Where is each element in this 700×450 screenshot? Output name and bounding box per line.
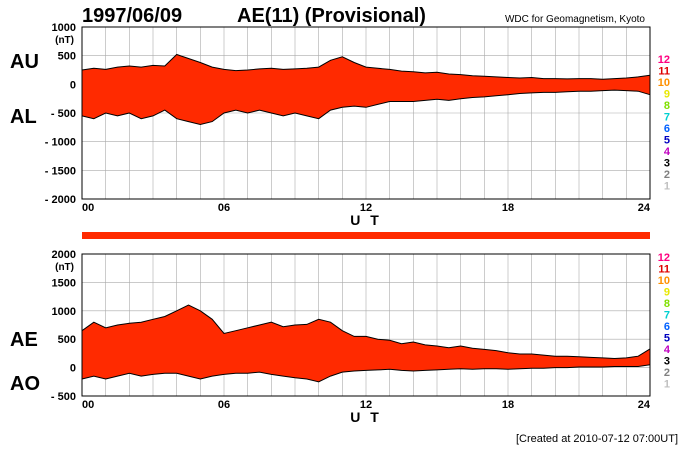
- x-tick-label: 00: [82, 399, 94, 411]
- created-timestamp: [Created at 2010-07-12 07:00UT]: [516, 433, 678, 445]
- y-unit-label: (nT): [55, 35, 74, 46]
- legend-station-count: 3: [664, 356, 670, 368]
- x-tick-label: 00: [82, 202, 94, 214]
- separator-bar: [82, 232, 650, 239]
- legend-station-count: 4: [664, 344, 671, 356]
- plot-frame: [81, 253, 651, 397]
- legend-station-count: 3: [664, 158, 670, 170]
- x-tick-label: 24: [638, 202, 651, 214]
- y-tick-label: 0: [70, 363, 76, 375]
- y-tick-label: 1500: [52, 277, 76, 289]
- series-label-ae: AE: [10, 329, 38, 351]
- legend-station-count: 11: [658, 264, 670, 276]
- legend-station-count: 6: [664, 321, 670, 333]
- x-tick-label: 06: [218, 399, 230, 411]
- y-tick-label: - 1000: [45, 137, 76, 149]
- series-label-ao: AO: [10, 373, 40, 395]
- legend-station-count: 1: [664, 379, 670, 391]
- legend-station-count: 1: [664, 181, 670, 193]
- y-tick-label: - 2000: [45, 194, 76, 206]
- source-credit: WDC for Geomagnetism, Kyoto: [505, 14, 645, 25]
- legend-station-count: 7: [664, 310, 670, 322]
- x-tick-label: 24: [638, 399, 651, 411]
- x-tick-label: 18: [502, 202, 514, 214]
- legend-station-count: 2: [664, 169, 670, 181]
- y-tick-label: 0: [70, 79, 76, 91]
- legend-station-count: 8: [664, 298, 670, 310]
- y-tick-label: - 1500: [45, 165, 76, 177]
- legend-station-count: 7: [664, 112, 670, 124]
- x-axis-label: U T: [350, 409, 382, 425]
- y-tick-label: 1000: [52, 22, 76, 34]
- series-line-upper: [81, 53, 651, 80]
- y-unit-label: (nT): [55, 262, 74, 273]
- legend-station-count: 9: [664, 287, 670, 299]
- series-line-lower: [81, 89, 651, 126]
- legend-station-count: 8: [664, 100, 670, 112]
- series-label-au: AU: [10, 51, 39, 73]
- legend-station-count: 6: [664, 123, 670, 135]
- y-tick-label: 500: [58, 51, 76, 63]
- plot-frame: [81, 26, 651, 200]
- legend-station-count: 9: [664, 89, 670, 101]
- x-tick-label: 18: [502, 399, 514, 411]
- legend-station-count: 5: [664, 333, 670, 345]
- y-tick-label: 2000: [52, 249, 76, 261]
- chart-title: AE(11) (Provisional): [237, 5, 426, 27]
- series-label-al: AL: [10, 106, 37, 128]
- y-tick-label: - 500: [51, 108, 76, 120]
- legend-station-count: 12: [658, 252, 670, 264]
- x-tick-label: 06: [218, 202, 230, 214]
- legend-station-count: 12: [658, 54, 670, 66]
- legend-station-count: 10: [658, 77, 670, 89]
- legend-station-count: 5: [664, 135, 670, 147]
- legend-station-count: 10: [658, 275, 670, 287]
- legend-station-count: 4: [664, 146, 671, 158]
- envelope-fill: [82, 305, 650, 382]
- legend-station-count: 11: [658, 66, 670, 78]
- y-tick-label: 1000: [52, 306, 76, 318]
- y-tick-label: 500: [58, 334, 76, 346]
- chart-date: 1997/06/09: [82, 5, 182, 27]
- x-tick-label: 12: [360, 202, 372, 214]
- x-axis-label: U T: [350, 212, 382, 228]
- legend-station-count: 2: [664, 367, 670, 379]
- envelope-fill: [82, 54, 650, 125]
- series-line-upper: [81, 304, 651, 360]
- series-line-lower: [81, 364, 651, 383]
- panel-au-al: 1000 500 0 - 500 - 1000 - 1500 - 2000 (nT) 00 06 1…: [10, 22, 671, 228]
- x-tick-label: 12: [360, 399, 372, 411]
- y-tick-label: - 500: [51, 391, 76, 403]
